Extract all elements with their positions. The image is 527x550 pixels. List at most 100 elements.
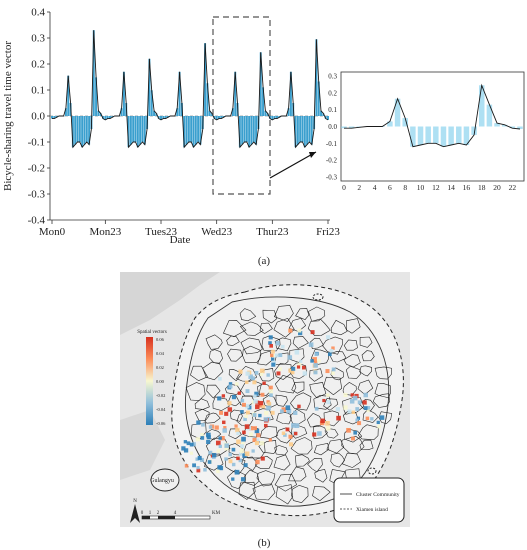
community-polygon — [322, 336, 343, 355]
y-tick-label: 0.2 — [31, 59, 45, 71]
legend-tick-label: 0.00 — [156, 379, 165, 384]
vector-cell — [266, 405, 271, 411]
hour-bar — [266, 113, 269, 116]
hour-bar — [208, 110, 211, 116]
inset-trend-line — [344, 83, 521, 148]
scale-tick-labels: 0 1 2 4 KM — [141, 511, 221, 516]
vector-cell — [254, 370, 259, 375]
vector-cell — [222, 420, 226, 425]
vector-cell — [263, 417, 269, 422]
arrowhead — [309, 152, 316, 158]
vector-cell — [258, 413, 262, 418]
scale-tick-label: 0 — [141, 511, 144, 516]
inset-y-tick-label: 0.3 — [328, 73, 337, 81]
community-polygon — [310, 349, 330, 365]
vector-cell — [244, 424, 250, 429]
hour-bar — [88, 116, 91, 145]
vector-cell — [245, 371, 250, 376]
scale-bar: 0 1 2 4 KM — [141, 511, 221, 520]
vector-cell — [310, 359, 314, 363]
community-polygon — [239, 321, 264, 336]
vector-cell — [327, 352, 332, 357]
community-polygon — [343, 339, 358, 351]
vector-cell — [281, 407, 287, 412]
map-key: Cluster Community Xiamen island — [333, 477, 405, 523]
community-polygon — [222, 319, 247, 338]
vector-cell — [366, 406, 371, 410]
inset-hour-bar — [387, 121, 393, 127]
vector-cell — [260, 392, 265, 397]
inset-hour-bar — [463, 126, 470, 146]
inset-x-tick-label: 2 — [357, 183, 361, 192]
vector-cell — [237, 391, 242, 395]
vector-cell — [275, 341, 280, 346]
community-polygon — [342, 452, 362, 468]
vector-cell — [356, 416, 361, 420]
community-polygon — [290, 424, 308, 439]
vector-cell — [216, 469, 220, 474]
vector-cell — [186, 441, 191, 446]
hour-bar — [213, 116, 216, 119]
color-legend: Spatial vectors 0.06 0.04 0.02 0.00 -0.02 -0.… — [137, 330, 167, 426]
vector-cell — [268, 335, 273, 340]
vector-cell — [252, 426, 257, 431]
vector-cell — [224, 443, 229, 448]
inset-hour-bar — [348, 126, 355, 129]
vector-cell — [252, 380, 257, 385]
community-polygon — [309, 368, 323, 382]
vector-cell — [216, 449, 221, 453]
hour-bar — [273, 116, 276, 119]
community-polygon — [258, 368, 275, 382]
hour-bar — [81, 116, 84, 148]
vector-cell — [291, 370, 295, 375]
vector-cell — [351, 410, 356, 415]
vector-cell — [283, 433, 287, 437]
vector-cell — [254, 441, 260, 446]
hour-bar — [150, 90, 153, 116]
community-polygon — [342, 396, 365, 415]
vector-cell — [312, 432, 317, 437]
vector-cell — [260, 456, 265, 461]
hour-bar — [262, 87, 265, 116]
vector-cell — [357, 421, 362, 426]
vector-cell — [236, 439, 241, 445]
vector-cell — [248, 432, 253, 437]
vector-cell — [276, 371, 281, 376]
vector-cell — [258, 403, 263, 408]
inset-hour-bar — [486, 104, 493, 127]
vector-cell — [238, 452, 243, 456]
hour-bar — [157, 116, 160, 119]
vector-cell — [325, 421, 330, 426]
vector-cell — [192, 463, 197, 468]
hour-bar — [102, 116, 105, 119]
vector-cell — [353, 430, 358, 435]
vector-cell — [240, 410, 244, 414]
vector-cell — [224, 411, 229, 416]
hour-bar — [162, 116, 165, 119]
vector-cell — [244, 380, 249, 385]
vector-cell — [329, 348, 334, 353]
y-tick-label: 0.0 — [31, 111, 45, 123]
vector-cell — [331, 367, 336, 372]
community-polygon — [359, 336, 373, 348]
vector-cell — [240, 444, 244, 448]
vector-cell — [189, 451, 194, 455]
x-tick-label: Mon23 — [89, 226, 121, 238]
hour-bar — [303, 116, 306, 148]
hour-bar — [197, 116, 200, 142]
vector-cell — [293, 410, 298, 416]
vector-cell — [262, 381, 266, 385]
vector-cell — [218, 376, 222, 381]
hour-bar — [306, 116, 309, 145]
hour-bar — [299, 116, 302, 142]
scale-unit-label: KM — [212, 511, 221, 516]
community-polygon — [291, 381, 305, 394]
vector-cell — [235, 427, 240, 433]
legend-tick-label: 0.02 — [156, 365, 164, 370]
community-polygon — [295, 308, 310, 320]
hour-bar — [317, 81, 320, 116]
vector-cell — [296, 365, 301, 369]
legend-tick-labels: 0.06 0.04 0.02 0.00 -0.02 -0.04 -0.06 — [156, 337, 166, 426]
hour-bar — [259, 52, 262, 116]
y-tick-label: 0.4 — [31, 7, 45, 19]
